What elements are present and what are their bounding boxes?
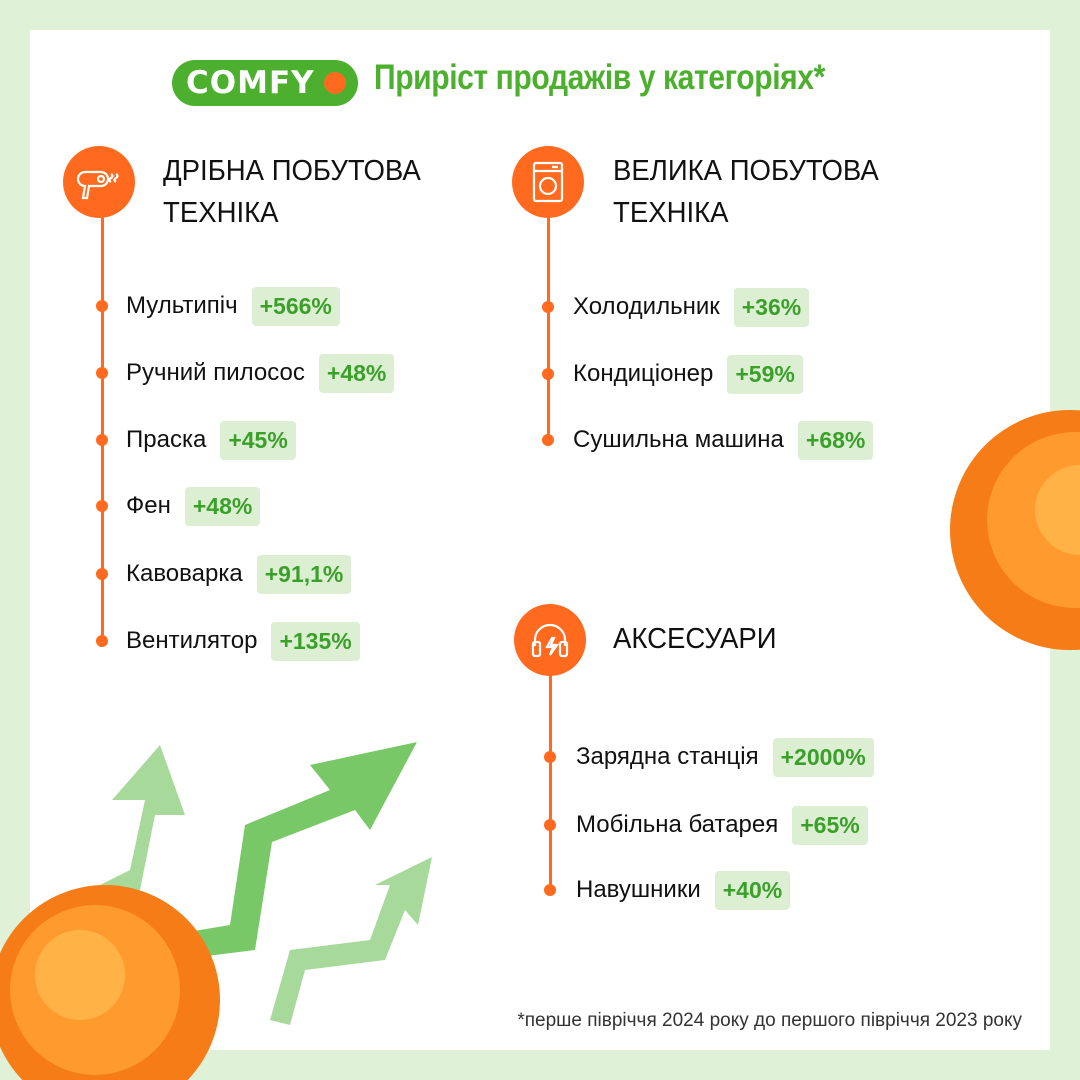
list-item: Мобільна батарея +65%	[576, 805, 868, 845]
timeline-dot	[96, 300, 108, 312]
logo-text: COMFY	[186, 65, 315, 101]
growth-badge: +36%	[733, 287, 810, 327]
timeline-dot	[542, 368, 554, 380]
timeline-dot	[96, 434, 108, 446]
comfy-logo: COMFY	[172, 60, 358, 106]
timeline-dot	[544, 751, 556, 763]
logo-dot	[324, 72, 346, 94]
list-item: Мультипіч +566%	[126, 286, 340, 326]
growth-badge: +135%	[271, 621, 360, 661]
item-label: Мультипіч	[126, 292, 238, 319]
growth-badge: +91,1%	[256, 554, 352, 594]
timeline-dot	[542, 301, 554, 313]
growth-arrow-light	[30, 745, 432, 1025]
list-item: Сушильна машина +68%	[573, 420, 874, 460]
growth-badge: +59%	[727, 354, 803, 394]
item-label: Навушники	[576, 876, 701, 903]
list-item: Вентилятор +135%	[126, 621, 360, 661]
timeline-line	[547, 215, 550, 440]
list-item: Кавоварка +91,1%	[126, 554, 352, 594]
growth-badge: +2000%	[772, 737, 874, 777]
item-label: Холодильник	[573, 293, 720, 320]
timeline-line	[101, 215, 104, 643]
timeline-dot	[544, 819, 556, 831]
growth-badge: +48%	[318, 353, 395, 393]
list-item: Фен +48%	[126, 486, 261, 526]
list-item: Навушники +40%	[576, 870, 791, 910]
list-item: Кондиціонер +59%	[573, 354, 803, 394]
growth-badge: +68%	[797, 420, 874, 460]
item-label: Фен	[126, 492, 171, 519]
headphones-icon	[514, 604, 586, 676]
section-heading: ДРІБНА ПОБУТОВА ТЕХНІКА	[163, 155, 421, 229]
list-item: Зарядна станція +2000%	[576, 737, 874, 777]
item-label: Праска	[126, 426, 207, 453]
timeline-dot	[96, 367, 108, 379]
growth-badge: +45%	[220, 420, 296, 460]
timeline-dot	[96, 635, 108, 647]
item-label: Мобільна батарея	[576, 811, 779, 838]
pompom-bottom-left	[0, 885, 220, 1080]
timeline-line	[549, 675, 552, 890]
item-label: Вентилятор	[126, 627, 258, 654]
list-item: Ручний пилосос +48%	[126, 353, 395, 393]
timeline-dot	[96, 500, 108, 512]
section-heading: АКСЕСУАРИ	[613, 623, 777, 655]
section-heading: ВЕЛИКА ПОБУТОВА ТЕХНІКА	[613, 155, 879, 229]
item-label: Кондиціонер	[573, 360, 714, 387]
pompom-right	[950, 410, 1080, 650]
footnote: *перше півріччя 2024 року до першого пів…	[517, 1010, 1022, 1031]
list-item: Холодильник +36%	[573, 287, 810, 327]
growth-badge: +48%	[184, 486, 261, 526]
list-item: Праска +45%	[126, 420, 296, 460]
hair-dryer-icon	[63, 146, 135, 218]
item-label: Зарядна станція	[576, 743, 759, 770]
item-label: Сушильна машина	[573, 426, 784, 453]
timeline-dot	[542, 434, 554, 446]
item-label: Ручний пилосос	[126, 359, 305, 386]
washing-machine-icon	[512, 146, 584, 218]
item-label: Кавоварка	[126, 560, 243, 587]
growth-arrow-dark	[170, 742, 417, 960]
growth-badge: +40%	[714, 870, 791, 910]
timeline-dot	[544, 884, 556, 896]
growth-badge: +65%	[792, 805, 868, 845]
timeline-dot	[96, 568, 108, 580]
growth-badge: +566%	[251, 286, 340, 326]
page-title: Приріст продажів у категоріях*	[374, 58, 825, 97]
